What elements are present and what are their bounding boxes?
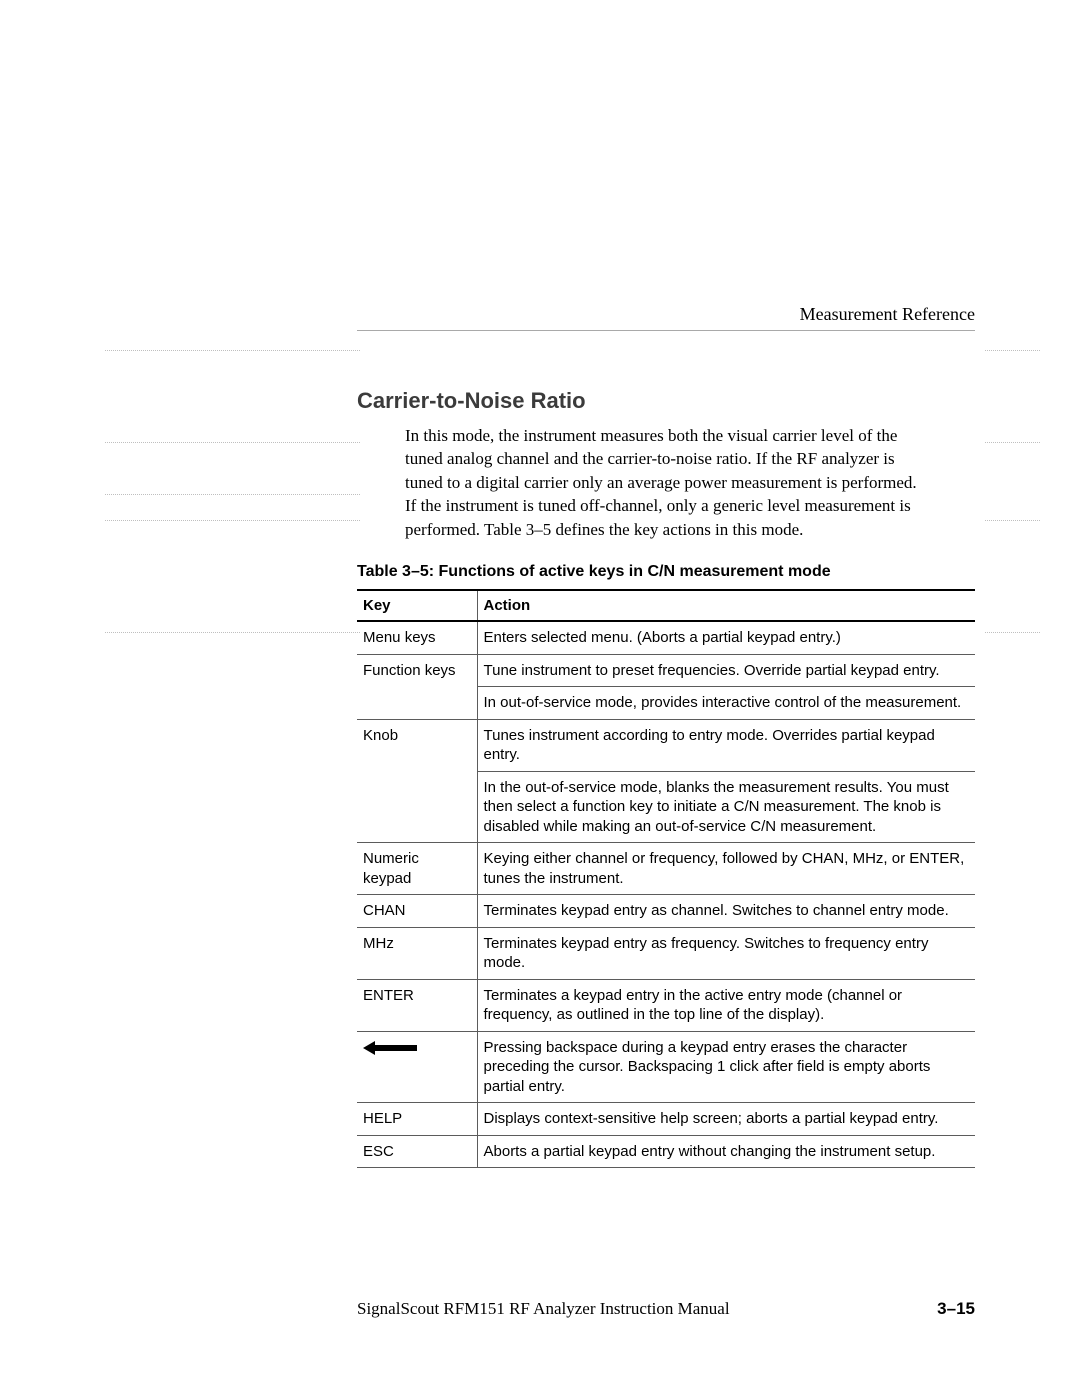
table-cell-key: HELP — [357, 1103, 477, 1136]
scan-artifact-line — [105, 442, 360, 443]
scan-artifact-line — [105, 520, 360, 521]
backspace-icon — [363, 1039, 417, 1056]
table-row: ESCAborts a partial keypad entry without… — [357, 1135, 975, 1168]
content-block: Carrier-to-Noise Ratio In this mode, the… — [357, 388, 975, 1168]
table-cell-action: Displays context-sensitive help screen; … — [477, 1103, 975, 1136]
table-cell-key: Numeric keypad — [357, 843, 477, 895]
table-row: KnobTunes instrument according to entry … — [357, 719, 975, 771]
scan-artifact-line — [985, 520, 1040, 521]
table-header-action: Action — [477, 590, 975, 621]
table-row: CHANTerminates keypad entry as channel. … — [357, 895, 975, 928]
running-header: Measurement Reference — [800, 304, 975, 325]
table-row: Pressing backspace during a keypad entry… — [357, 1031, 975, 1103]
table-row: Numeric keypadKeying either channel or f… — [357, 843, 975, 895]
table-cell-key — [357, 1031, 477, 1103]
table-cell-action: Keying either channel or frequency, foll… — [477, 843, 975, 895]
table-row: Function keysTune instrument to preset f… — [357, 654, 975, 687]
table-cell-key: ENTER — [357, 979, 477, 1031]
table-cell-action: In the out-of-service mode, blanks the m… — [477, 771, 975, 843]
scan-artifact-line — [985, 442, 1040, 443]
table-cell-key: ESC — [357, 1135, 477, 1168]
table-header-row: Key Action — [357, 590, 975, 621]
table-cell-key: Menu keys — [357, 621, 477, 654]
table-cell-action: Pressing backspace during a keypad entry… — [477, 1031, 975, 1103]
table-cell-action: Enters selected menu. (Aborts a partial … — [477, 621, 975, 654]
scan-artifact-line — [985, 632, 1040, 633]
table-cell-key: CHAN — [357, 895, 477, 928]
scan-artifact-line — [105, 494, 360, 495]
table-row: MHzTerminates keypad entry as frequency.… — [357, 927, 975, 979]
table-cell-key: Knob — [357, 719, 477, 843]
section-title: Carrier-to-Noise Ratio — [357, 388, 975, 414]
table-cell-key: Function keys — [357, 654, 477, 719]
table-caption: Table 3–5: Functions of active keys in C… — [357, 563, 975, 581]
table-cell-action: In out-of-service mode, provides interac… — [477, 687, 975, 720]
table-header-key: Key — [357, 590, 477, 621]
key-actions-table: Key Action Menu keysEnters selected menu… — [357, 589, 975, 1168]
table-cell-action: Tunes instrument according to entry mode… — [477, 719, 975, 771]
table-cell-action: Aborts a partial keypad entry without ch… — [477, 1135, 975, 1168]
table-cell-action: Terminates keypad entry as channel. Swit… — [477, 895, 975, 928]
footer-page-number: 3–15 — [937, 1299, 975, 1319]
page: Measurement Reference Carrier-to-Noise R… — [0, 0, 1080, 1397]
scan-artifact-line — [105, 350, 360, 351]
table-row: Menu keysEnters selected menu. (Aborts a… — [357, 621, 975, 654]
table-cell-action: Terminates keypad entry as frequency. Sw… — [477, 927, 975, 979]
section-body: In this mode, the instrument measures bo… — [405, 424, 925, 541]
scan-artifact-line — [985, 350, 1040, 351]
table-row: ENTERTerminates a keypad entry in the ac… — [357, 979, 975, 1031]
footer-manual-title: SignalScout RFM151 RF Analyzer Instructi… — [357, 1299, 730, 1319]
scan-artifact-line — [105, 632, 360, 633]
table-cell-key: MHz — [357, 927, 477, 979]
header-rule — [357, 330, 975, 331]
page-footer: SignalScout RFM151 RF Analyzer Instructi… — [357, 1299, 975, 1319]
table-row: HELPDisplays context-sensitive help scre… — [357, 1103, 975, 1136]
table-cell-action: Terminates a keypad entry in the active … — [477, 979, 975, 1031]
table-body: Menu keysEnters selected menu. (Aborts a… — [357, 621, 975, 1168]
table-cell-action: Tune instrument to preset frequencies. O… — [477, 654, 975, 687]
